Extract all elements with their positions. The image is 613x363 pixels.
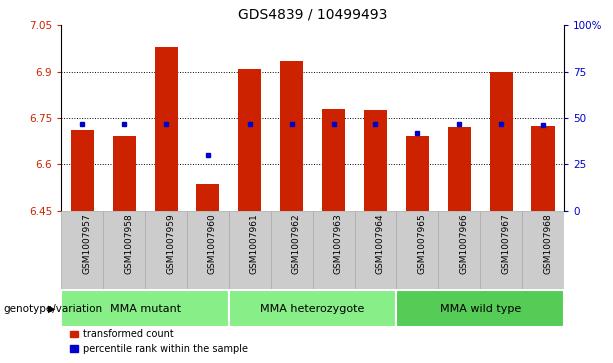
Text: GSM1007961: GSM1007961	[250, 213, 259, 274]
Bar	[447, 127, 471, 211]
Text: GSM1007965: GSM1007965	[417, 213, 427, 274]
Bar	[196, 184, 219, 211]
Bar	[490, 72, 512, 211]
Bar	[531, 126, 555, 211]
Bar	[322, 109, 345, 211]
Bar	[271, 211, 313, 289]
Title: GDS4839 / 10499493: GDS4839 / 10499493	[238, 8, 387, 21]
Bar	[154, 47, 178, 211]
Text: GSM1007958: GSM1007958	[124, 213, 133, 274]
Bar	[113, 136, 135, 211]
Text: GSM1007963: GSM1007963	[333, 213, 343, 274]
Bar	[61, 211, 103, 289]
Bar	[522, 211, 564, 289]
Legend: transformed count, percentile rank within the sample: transformed count, percentile rank withi…	[66, 326, 251, 358]
Text: GSM1007964: GSM1007964	[375, 213, 384, 273]
Text: GSM1007957: GSM1007957	[82, 213, 91, 274]
Text: MMA wild type: MMA wild type	[440, 303, 521, 314]
Text: GSM1007962: GSM1007962	[292, 213, 301, 273]
Bar	[438, 211, 480, 289]
Text: ▶: ▶	[48, 303, 56, 314]
Text: GSM1007959: GSM1007959	[166, 213, 175, 274]
Text: MMA mutant: MMA mutant	[110, 303, 181, 314]
Bar	[229, 290, 397, 327]
Bar	[229, 211, 271, 289]
Text: GSM1007960: GSM1007960	[208, 213, 217, 274]
Bar	[406, 136, 429, 211]
Bar	[70, 130, 94, 211]
Text: GSM1007968: GSM1007968	[543, 213, 552, 274]
Bar	[313, 211, 354, 289]
Bar	[145, 211, 187, 289]
Bar	[280, 61, 303, 211]
Bar	[61, 290, 229, 327]
Bar	[103, 211, 145, 289]
Text: MMA heterozygote: MMA heterozygote	[261, 303, 365, 314]
Bar	[354, 211, 397, 289]
Bar	[480, 211, 522, 289]
Bar	[364, 110, 387, 211]
Bar	[397, 211, 438, 289]
Bar	[187, 211, 229, 289]
Bar	[397, 290, 564, 327]
Text: genotype/variation: genotype/variation	[3, 303, 102, 314]
Text: GSM1007967: GSM1007967	[501, 213, 510, 274]
Text: GSM1007966: GSM1007966	[459, 213, 468, 274]
Bar	[238, 69, 261, 211]
